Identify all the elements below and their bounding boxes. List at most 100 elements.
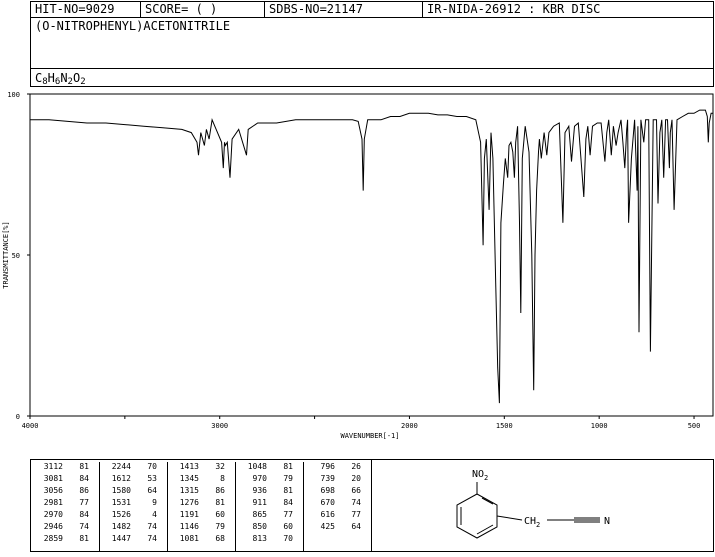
peak-row: 911 84 [235,498,303,510]
peak-row: 3081 84 [31,474,99,486]
peak-column: 1413 32 1345 8 1315 86 1276 81 1191 60 1146 79 1081 6… [167,462,236,551]
x-tick-label: 500 [688,422,701,430]
methylene-label: CH2 [524,516,540,529]
peak-wavenumber: 1531 [111,498,131,507]
peak-transmittance: 74 [79,522,89,531]
peak-wavenumber: 1526 [111,510,131,519]
peak-transmittance: 81 [283,486,293,495]
peak-row: 616 77 [303,510,371,522]
score: SCORE= ( ) [141,2,265,18]
compound-name: (O-NITROPHENYL)ACETONITRILE [35,19,231,33]
peak-transmittance: 66 [351,486,361,495]
peak-row: 2970 84 [31,510,99,522]
peak-transmittance: 70 [147,462,157,471]
peak-wavenumber: 1345 [179,474,199,483]
peak-wavenumber: 1146 [179,522,199,531]
peak-row: 970 79 [235,474,303,486]
peak-wavenumber: 1315 [179,486,199,495]
peak-transmittance: 84 [79,510,89,519]
x-tick-label: 3000 [211,422,228,430]
peak-row: 1526 4 [99,510,167,522]
peak-transmittance: 84 [283,498,293,507]
peak-row: 1276 81 [167,498,235,510]
y-tick-label: 50 [12,252,20,260]
spectrum-line [30,109,713,404]
peak-row: 739 20 [303,474,371,486]
formula-part: H [47,71,55,85]
peak-wavenumber: 1276 [179,498,199,507]
peak-wavenumber: 813 [252,534,267,543]
peak-row: 425 64 [303,522,371,534]
peak-row: 1146 79 [167,522,235,534]
peak-transmittance: 20 [351,474,361,483]
structure-box: NO2 CH2 N [371,459,714,552]
peak-row: 1531 9 [99,498,167,510]
x-tick-label: 4000 [22,422,39,430]
peak-transmittance: 81 [215,498,225,507]
peak-transmittance: 77 [79,498,89,507]
peak-transmittance: 53 [147,474,157,483]
formula-part: 2 [80,77,86,87]
peak-wavenumber: 1580 [111,486,131,495]
peak-transmittance: 74 [351,498,361,507]
peak-transmittance: 70 [283,534,293,543]
peak-wavenumber: 1048 [247,462,267,471]
peak-wavenumber: 2970 [43,510,63,519]
peak-transmittance: 77 [283,510,293,519]
peak-wavenumber: 911 [252,498,267,507]
peak-row: 1612 53 [99,474,167,486]
peak-wavenumber: 936 [252,486,267,495]
peak-transmittance: 84 [79,474,89,483]
molecular-formula: C8H6N2O2 [35,71,86,90]
peak-transmittance: 8 [220,474,225,483]
y-tick-label: 100 [7,91,20,99]
peak-wavenumber: 1413 [179,462,199,471]
peak-row: 865 77 [235,510,303,522]
peak-wavenumber: 2946 [43,522,63,531]
peak-column: 3112 81 3081 84 3056 86 2981 77 2970 84 2946 74 2859… [31,462,100,551]
peak-wavenumber: 2859 [43,534,63,543]
benzene-ring [456,493,498,539]
x-tick-label: 1000 [591,422,608,430]
peak-transmittance: 74 [147,534,157,543]
ir-spectrum-chart: 0 50 100 4000 3000 2000 1500 1000 500 WAVENUMBE… [2,91,714,440]
peak-row: 813 70 [235,534,303,546]
peak-transmittance: 9 [152,498,157,507]
peak-transmittance: 86 [215,486,225,495]
peak-row: 1580 64 [99,486,167,498]
peak-wavenumber: 2981 [43,498,63,507]
formula-part: 2 [67,77,73,87]
y-axis-label: TRANSMITTANCE[%] [2,221,10,288]
formula-part: C [35,71,43,85]
peak-row: 1482 74 [99,522,167,534]
peak-row: 1191 60 [167,510,235,522]
peak-row: 698 66 [303,486,371,498]
source-info: IR-NIDA-26912 : KBR DISC [427,2,601,16]
chemical-structure: NO2 CH2 N [456,469,610,539]
peak-transmittance: 81 [79,534,89,543]
peak-wavenumber: 3112 [43,462,63,471]
peak-transmittance: 81 [283,462,293,471]
peak-transmittance: 64 [351,522,361,531]
peak-row: 2244 70 [99,462,167,474]
peak-wavenumber: 425 [320,522,335,531]
peak-wavenumber: 1612 [111,474,131,483]
compound-name-box: (O-NITROPHENYL)ACETONITRILE [30,17,714,69]
nitro-group-label: NO2 [472,469,488,482]
formula-part: O [72,71,81,85]
peak-row: 2981 77 [31,498,99,510]
formula-part: N [60,71,68,85]
peak-wavenumber: 698 [320,486,335,495]
peak-wavenumber: 1081 [179,534,199,543]
y-tick-label: 0 [16,413,20,421]
sdbs-number: SDBS-NO=21147 [265,2,423,18]
peak-row: 936 81 [235,486,303,498]
x-tick-label: 1500 [496,422,513,430]
peak-wavenumber: 3056 [43,486,63,495]
peak-row: 3112 81 [31,462,99,474]
peak-transmittance: 74 [147,522,157,531]
peak-column: 2244 70 1612 53 1580 64 1531 9 1526 4 1482 74 1447 74 [99,462,168,551]
peak-row: 850 60 [235,522,303,534]
peak-row: 796 26 [303,462,371,474]
peak-wavenumber: 2244 [111,462,131,471]
